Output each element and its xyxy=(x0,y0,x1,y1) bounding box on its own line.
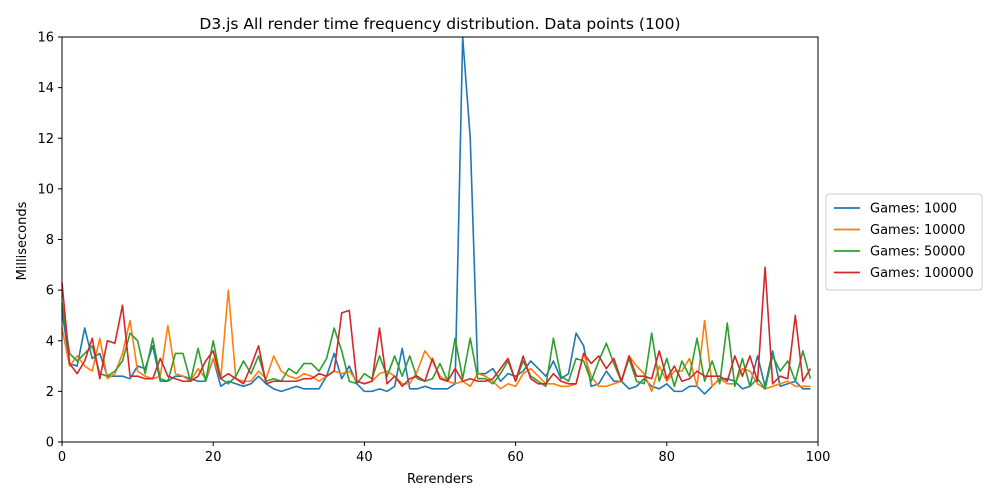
x-axis-label: Rerenders xyxy=(407,472,473,487)
y-tick-label: 8 xyxy=(46,233,54,248)
x-tick-label: 80 xyxy=(659,450,676,465)
plot-frame xyxy=(61,36,819,443)
x-axis: 0 20 40 60 80 100 xyxy=(58,442,831,465)
series-line-3 xyxy=(61,266,812,388)
y-axis-label: Milliseconds xyxy=(15,201,30,280)
y-tick-label: 4 xyxy=(46,334,54,349)
x-tick-label: 40 xyxy=(356,450,373,465)
y-tick-label: 0 xyxy=(46,436,54,451)
x-tick-label: 0 xyxy=(58,450,66,465)
series-line-0 xyxy=(61,36,811,395)
y-tick-label: 16 xyxy=(37,31,54,46)
legend: Games: 1000 Games: 10000 Games: 50000 Games… xyxy=(825,193,983,291)
legend-entry-0: Games: 1000 xyxy=(870,202,957,217)
series-line-2 xyxy=(61,302,812,390)
plot-area xyxy=(61,36,812,395)
y-tick-label: 12 xyxy=(37,132,54,147)
y-tick-label: 6 xyxy=(46,284,54,299)
legend-entry-2: Games: 50000 xyxy=(870,245,965,260)
y-tick-label: 10 xyxy=(37,182,54,197)
legend-entry-1: Games: 10000 xyxy=(870,223,965,238)
y-axis: 0 2 4 6 8 10 12 14 16 xyxy=(37,31,62,451)
x-tick-label: 100 xyxy=(806,450,831,465)
legend-entry-3: Games: 100000 xyxy=(870,266,974,281)
y-tick-label: 14 xyxy=(37,81,54,96)
y-tick-label: 2 xyxy=(46,385,54,400)
chart-title: D3.js All render time frequency distribu… xyxy=(199,15,680,33)
x-tick-label: 60 xyxy=(507,450,524,465)
legend-box xyxy=(825,193,983,291)
x-tick-label: 20 xyxy=(205,450,222,465)
